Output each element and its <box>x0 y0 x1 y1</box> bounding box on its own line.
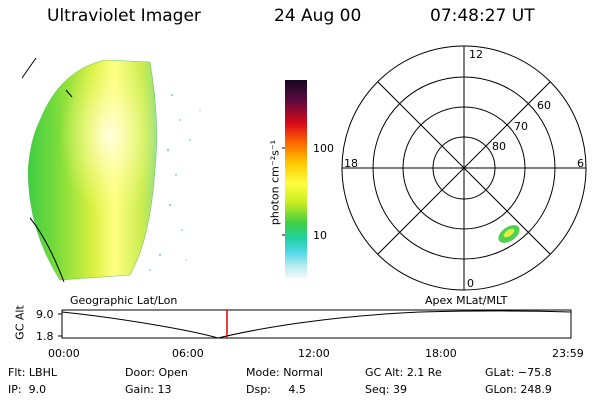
instrument-title: Ultraviolet Imager <box>47 6 201 26</box>
info-glon: GLon: 248.9 <box>485 383 552 396</box>
info-door: Door: Open <box>125 366 188 379</box>
polar-plot <box>341 45 587 291</box>
mlt-label-0: 0 <box>467 277 474 290</box>
glat-value: −75.8 <box>517 366 552 379</box>
observation-date: 24 Aug 00 <box>274 6 362 26</box>
timeline-left-label: Geographic Lat/Lon <box>70 294 178 307</box>
x-tick-2359: 23:59 <box>552 347 584 360</box>
x-tick-1800: 18:00 <box>425 347 457 360</box>
lat-label-60: 60 <box>537 99 551 112</box>
info-ip: IP: 9.0 <box>8 383 47 396</box>
door-value: Open <box>158 366 188 379</box>
info-gain: Gain: 13 <box>125 383 172 396</box>
timeline-y-tick-low: 1.8 <box>36 330 54 343</box>
x-tick-0000: 00:00 <box>48 347 80 360</box>
x-tick-0600: 06:00 <box>172 347 204 360</box>
info-dsp: Dsp: 4.5 <box>246 383 306 396</box>
colorbar-label: photon cm⁻²s⁻¹ <box>268 139 282 226</box>
info-seq: Seq: 39 <box>365 383 407 396</box>
seq-value: 39 <box>392 383 407 396</box>
ip-value: 9.0 <box>28 383 47 396</box>
altitude-timeline <box>58 309 572 339</box>
info-mode: Mode: Normal <box>246 366 323 379</box>
colorbar-tick-100: 100 <box>313 142 334 155</box>
altitude-curve <box>61 310 572 339</box>
observation-time: 07:48:27 UT <box>430 6 535 26</box>
x-tick-1200: 12:00 <box>298 347 330 360</box>
lat-label-70: 70 <box>514 120 528 133</box>
lat-label-80: 80 <box>492 140 506 153</box>
info-gc-alt: GC Alt: 2.1 Re <box>365 366 442 379</box>
info-flt: Flt: LBHL <box>8 366 57 379</box>
timeline-y-tick-high: 9.0 <box>36 308 54 321</box>
mlt-label-18: 18 <box>344 157 358 170</box>
gc-alt-value: 2.1 Re <box>406 366 442 379</box>
timeline-right-label: Apex MLat/MLT <box>425 294 508 307</box>
mlt-label-6: 6 <box>577 157 584 170</box>
mlt-label-12: 12 <box>469 48 483 61</box>
info-glat: GLat: −75.8 <box>485 366 552 379</box>
colorbar-tick-10: 10 <box>313 229 327 242</box>
colorbar <box>282 80 307 278</box>
dsp-value: 4.5 <box>288 383 306 396</box>
gain-value: 13 <box>157 383 172 396</box>
flt-value: LBHL <box>28 366 57 379</box>
mode-value: Normal <box>283 366 323 379</box>
glon-value: 248.9 <box>520 383 552 396</box>
